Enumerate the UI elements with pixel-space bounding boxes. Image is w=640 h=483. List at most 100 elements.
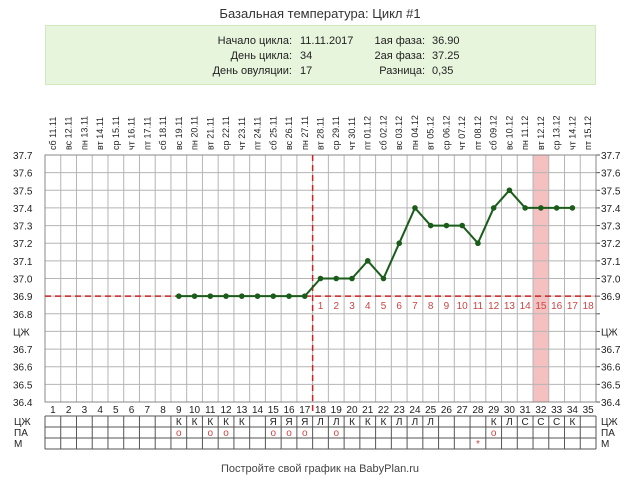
row-cell: Л xyxy=(427,417,434,428)
date-label: чт 16.11 xyxy=(127,117,137,150)
temperature-point xyxy=(506,187,513,194)
cycle-start-value: 11.11.2017 xyxy=(300,35,354,47)
date-label: сб 09.12 xyxy=(489,115,499,150)
date-label: сб 02.12 xyxy=(378,115,388,150)
phase2-day-number: 1 xyxy=(318,301,324,312)
temperature-point xyxy=(427,222,434,229)
day-number: 4 xyxy=(97,405,103,416)
y-tick-label: 36.4 xyxy=(13,398,33,409)
y-tick-label: ЦЖ xyxy=(13,327,30,338)
y-tick-label: 37.0 xyxy=(13,275,33,286)
date-label: ср 06.12 xyxy=(441,115,451,150)
row-cell: Я xyxy=(285,417,292,428)
date-label: сб 18.11 xyxy=(158,116,168,150)
day-number: 24 xyxy=(409,405,421,416)
date-label: вс 19.11 xyxy=(174,116,184,150)
phase2-day-number: 10 xyxy=(457,301,469,312)
date-label: вт 12.12 xyxy=(536,116,546,150)
phase2-day-number: 13 xyxy=(504,301,516,312)
ovulation-day-value: 17 xyxy=(300,65,313,77)
phase2-day-number: 14 xyxy=(520,301,532,312)
row-cell: С xyxy=(553,417,560,428)
day-number: 12 xyxy=(220,405,232,416)
y-tick-label: 36.7 xyxy=(13,345,33,356)
day-number: 25 xyxy=(425,405,437,416)
y-tick-label-right: 37.0 xyxy=(601,275,621,286)
cycle-start-label: Начало цикла: xyxy=(217,35,292,47)
day-number: 6 xyxy=(129,405,135,416)
cycle-info-panel: Начало цикла: 11.11.2017 День цикла: 34 … xyxy=(45,25,596,85)
day-number: 17 xyxy=(299,405,311,416)
temperature-point xyxy=(333,275,340,282)
date-label: пн 04.12 xyxy=(410,115,420,150)
y-tick-label: 36.8 xyxy=(13,310,33,321)
day-number: 11 xyxy=(205,405,216,416)
temperature-point xyxy=(459,222,465,229)
date-label: пн 11.12 xyxy=(520,116,530,150)
y-tick-label-right: 37.1 xyxy=(601,257,621,268)
date-label: вс 10.12 xyxy=(504,116,514,150)
temperature-point xyxy=(349,275,355,282)
row-cell: Л xyxy=(506,417,513,428)
row-cell: С xyxy=(522,417,529,428)
date-label: вс 12.11 xyxy=(64,116,74,150)
temperature-point xyxy=(317,275,324,282)
phase2-day-number: 7 xyxy=(412,301,418,312)
temperature-point xyxy=(207,293,214,299)
row-cell: С xyxy=(537,417,544,428)
phase2-day-number: 18 xyxy=(583,301,595,312)
row-cell: К xyxy=(207,417,213,428)
temperature-point xyxy=(443,222,450,229)
y-tick-label-right: 36.7 xyxy=(601,345,621,356)
date-label: ср 22.11 xyxy=(221,116,231,150)
temperature-point xyxy=(364,258,371,264)
date-label: сб 25.11 xyxy=(268,116,278,150)
date-label: вт 28.11 xyxy=(316,117,326,150)
row-cell: К xyxy=(569,417,575,428)
phase2-day-number: 17 xyxy=(567,301,579,312)
day-number: 26 xyxy=(441,405,453,416)
y-tick-label-right: 36.4 xyxy=(601,398,621,409)
temperature-point xyxy=(191,293,198,299)
temperature-point xyxy=(475,240,481,247)
temperature-point xyxy=(176,293,182,299)
phase2-day-number: 11 xyxy=(473,301,484,312)
y-tick-label: 36.6 xyxy=(13,363,33,374)
date-label: чт 07.12 xyxy=(457,116,467,150)
footer-link[interactable]: Постройте свой график на BabyPlan.ru xyxy=(220,463,420,475)
y-tick-label-right: 36.9 xyxy=(601,292,621,303)
date-label: пн 20.11 xyxy=(190,116,200,150)
row-cell: Л xyxy=(396,417,403,428)
day-number: 21 xyxy=(362,405,374,416)
row-cell: К xyxy=(365,417,371,428)
day-number: 22 xyxy=(378,405,390,416)
temperature-point xyxy=(538,205,544,211)
row-cell: o xyxy=(491,428,497,439)
day-number: 16 xyxy=(283,405,295,416)
row-cell: Л xyxy=(317,417,324,428)
y-tick-label-right: 37.7 xyxy=(601,151,621,162)
day-number: 20 xyxy=(346,405,358,416)
temperature-point xyxy=(286,293,292,299)
day-number: 30 xyxy=(504,405,516,416)
y-tick-label: 37.1 xyxy=(13,257,33,268)
day-number: 8 xyxy=(160,405,166,416)
day-number: 18 xyxy=(315,405,327,416)
row-cell: o xyxy=(176,428,182,439)
date-label: вс 26.11 xyxy=(284,116,294,150)
day-number: 23 xyxy=(394,405,406,416)
chart-title: Базальная температура: Цикл #1 xyxy=(219,6,421,21)
day-number: 2 xyxy=(66,405,72,416)
date-label: пн 27.11 xyxy=(300,116,310,150)
row-label: ЦЖ xyxy=(14,417,31,428)
temperature-point xyxy=(223,293,229,299)
row-cell: Я xyxy=(301,417,308,428)
date-label: вт 05.12 xyxy=(426,116,436,150)
y-tick-label: 37.7 xyxy=(13,151,33,162)
ovulation-day-label: День овуляции: xyxy=(212,65,292,77)
row-cell: * xyxy=(476,439,480,450)
y-tick-label-right: ЦЖ xyxy=(601,327,618,338)
date-label: ср 29.11 xyxy=(331,116,341,150)
phase2-day-number: 16 xyxy=(551,301,563,312)
